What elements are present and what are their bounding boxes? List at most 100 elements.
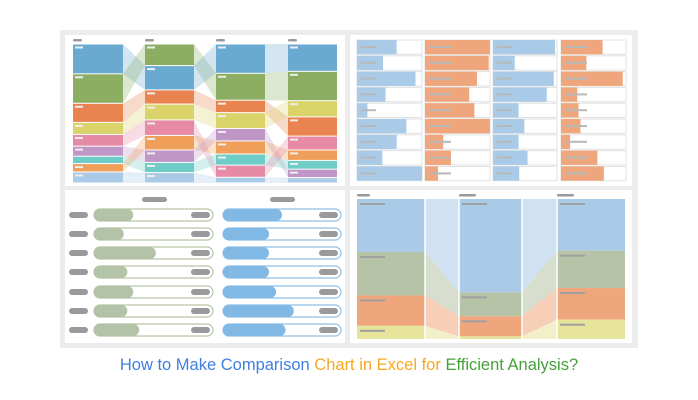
slider-value-label <box>191 212 210 218</box>
slider-fill-green <box>94 286 134 298</box>
slider-value-label <box>319 327 338 333</box>
slider-fill-green <box>94 247 156 259</box>
bar-fill <box>357 166 422 181</box>
alluvial-flow <box>265 136 288 178</box>
slider-value-label <box>319 289 338 295</box>
alluvial-segment-pink <box>145 120 194 135</box>
bar-label <box>361 93 376 96</box>
row-label <box>69 289 88 295</box>
segment-label <box>147 137 155 140</box>
bar-label <box>429 109 451 112</box>
alluvial-segment-green <box>145 44 194 66</box>
alluvial-segment-pink <box>73 134 123 146</box>
bar-label <box>497 140 512 143</box>
segment-label <box>75 174 83 177</box>
stacked-segment-lightblue <box>459 199 522 293</box>
segment-label <box>290 162 298 165</box>
bar-label <box>565 172 587 175</box>
slider-fill-green <box>94 228 124 240</box>
slider-value-label <box>191 327 210 333</box>
column-header-label <box>145 39 154 42</box>
alluvial-segment-teal <box>216 154 265 165</box>
bar-label <box>497 109 512 112</box>
segment-label <box>360 203 385 205</box>
stacked-flow <box>425 325 459 339</box>
slider-value-label <box>319 250 338 256</box>
slider-value-label <box>319 269 338 275</box>
segment-label <box>218 143 226 146</box>
bar-label <box>497 46 512 48</box>
alluvial-flow <box>194 172 216 183</box>
alluvial-segment-orange <box>145 90 194 104</box>
alluvial-segment-lightblue <box>145 173 194 183</box>
segment-label <box>462 320 487 323</box>
alluvial-flow <box>194 44 216 101</box>
alluvial-segment-orange2 <box>73 164 123 172</box>
alluvial-segment-blue <box>216 44 265 73</box>
alluvial-flow <box>265 140 288 161</box>
alluvial-segment-orange2 <box>216 141 265 154</box>
alluvial-segment-purple <box>73 146 123 156</box>
segment-label <box>290 46 298 49</box>
alluvial-flow <box>123 44 145 104</box>
alluvial-flow <box>194 44 216 90</box>
slider-fill-blue <box>223 247 270 259</box>
stacked-flow <box>425 252 459 317</box>
segment-label <box>147 68 155 71</box>
segment-label <box>360 256 385 259</box>
row-label <box>69 327 88 333</box>
bar-label <box>429 140 451 143</box>
slider-fill-blue <box>223 305 294 317</box>
alluvial-segment-orange <box>73 103 123 122</box>
alluvial-segment-green <box>216 73 265 100</box>
segment-label <box>218 115 226 118</box>
bar-fill <box>561 71 623 86</box>
slider-value-label <box>191 289 210 295</box>
bar-fill <box>493 71 554 86</box>
bar-fill <box>357 134 397 150</box>
column-header-label <box>459 194 476 197</box>
alluvial-flow <box>194 128 216 163</box>
segment-label <box>218 130 226 133</box>
segment-label <box>147 106 155 109</box>
segment-label <box>218 156 226 159</box>
slider-fill-blue <box>223 266 270 278</box>
slider-fill-green <box>94 305 128 317</box>
alluvial-segment-yellow <box>216 113 265 128</box>
alluvial-flow <box>265 100 288 129</box>
alluvial-flow <box>123 104 145 135</box>
segment-label <box>290 119 298 122</box>
segment-label <box>290 171 298 174</box>
bar-fill <box>493 40 556 55</box>
stacked-flow <box>522 288 557 337</box>
page-title: How to Make Comparison Chart in Excel fo… <box>0 356 698 375</box>
bar-label <box>497 125 512 127</box>
alluvial-segment-orange2 <box>288 150 337 160</box>
segment-label <box>360 329 385 332</box>
alluvial-flow <box>194 154 216 173</box>
stacked-segment-lightblue <box>357 199 425 253</box>
segment-label <box>290 73 298 76</box>
alluvial-flow <box>123 156 145 173</box>
segment-label <box>290 103 298 106</box>
bar-fill <box>425 40 490 55</box>
alluvial-segment-yellow <box>288 101 337 117</box>
alluvial-segment-green <box>288 71 337 101</box>
bar-label <box>429 77 451 80</box>
row-label <box>69 250 88 256</box>
segment-label <box>75 76 83 79</box>
alluvial-flow <box>123 171 145 183</box>
alluvial-flow <box>265 177 288 183</box>
column-header-label <box>357 194 370 197</box>
column-header-label <box>142 197 167 202</box>
title-part-1: How to Make Comparison <box>119 356 315 374</box>
alluvial-segment-lightblue <box>288 178 337 183</box>
bar-label <box>429 125 451 127</box>
slider-fill-blue <box>223 286 277 298</box>
stacked-segment-sage <box>557 250 625 289</box>
bar-label <box>497 93 512 96</box>
row-label <box>69 269 88 275</box>
bar-label <box>361 140 376 143</box>
segment-label <box>218 167 226 170</box>
bar-label <box>361 46 376 48</box>
